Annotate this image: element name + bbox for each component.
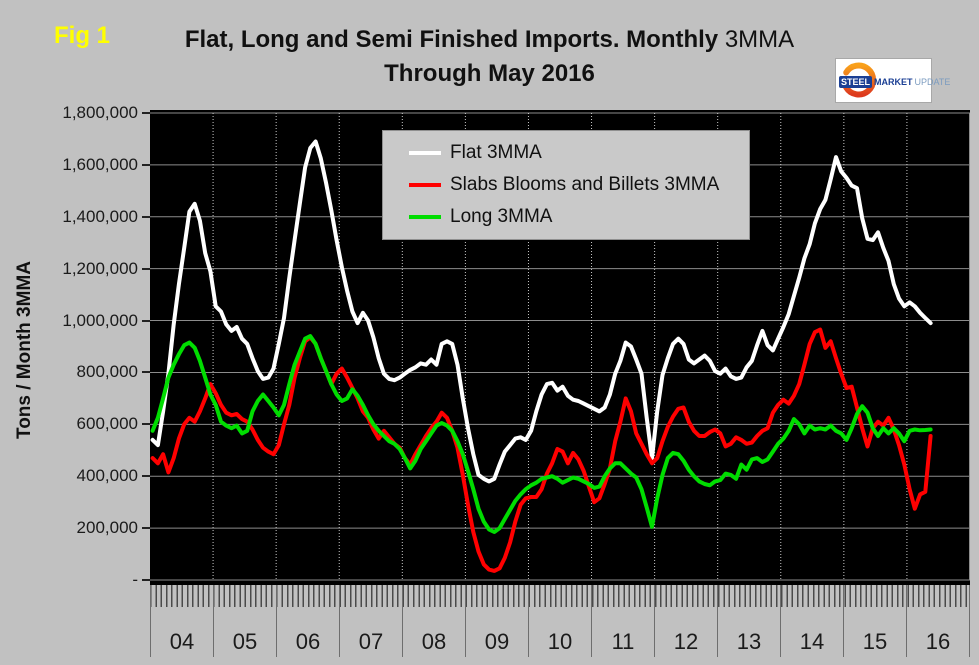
year-cell-05: 05: [213, 585, 276, 657]
series-line-slabs-blooms-and-billets-3mma: [150, 327, 933, 573]
y-tick-label: 400,000: [76, 466, 138, 486]
year-cell-08: 08: [402, 585, 465, 657]
series-line-flat-3mma: [150, 139, 933, 484]
y-tick-mark: [142, 163, 150, 166]
year-cell-12: 12: [654, 585, 717, 657]
year-label: 11: [611, 629, 635, 654]
x-axis-month-ticks: [150, 585, 970, 607]
year-label: 10: [547, 629, 573, 654]
y-axis-tick-labels: 1,800,000 1,600,000 1,400,000 1,200,000 1,00…: [0, 0, 138, 665]
logo-steel-text: STEEL: [839, 75, 873, 88]
legend-swatch-icon: [409, 151, 441, 155]
y-tick-mark: [142, 112, 150, 114]
y-tick-mark: [142, 579, 150, 581]
y-tick-mark: [142, 475, 150, 478]
year-cell-13: 13: [717, 585, 780, 657]
year-label: 07: [358, 629, 384, 654]
y-tick-mark: [142, 371, 150, 374]
year-cell-16: 16: [906, 585, 969, 657]
legend-label: Long 3MMA: [450, 206, 553, 227]
y-tick-label: -: [132, 570, 138, 589]
year-cell-07: 07: [339, 585, 402, 657]
year-cell-09: 09: [465, 585, 528, 657]
year-label: 12: [673, 629, 699, 654]
logo-update-text: UPDATE: [914, 76, 951, 87]
series-line-long-3mma: [150, 334, 933, 534]
year-label: 09: [484, 629, 510, 654]
logo-market-text: MARKET: [874, 76, 913, 87]
year-cell-04: 04: [150, 585, 213, 657]
y-tick-label: 600,000: [76, 414, 138, 434]
chart-title-suffix: 3MMA: [718, 26, 795, 53]
legend: Flat 3MMA Slabs Blooms and Billets 3MMA Lo…: [382, 130, 750, 240]
chart-title-main: Flat, Long and Semi Finished Imports. Mo…: [184, 26, 719, 53]
chart-title: Flat, Long and Semi Finished Imports. Mo…: [0, 26, 979, 54]
y-tick-label: 1,600,000: [62, 154, 138, 174]
y-tick-mark: [142, 423, 150, 426]
y-tick-label: 1,400,000: [62, 206, 138, 226]
x-axis-year-labels: 04 05 06 07 08 09 10 11 12 13 14 15 16: [150, 585, 970, 657]
legend-entry: Long 3MMA: [409, 206, 749, 228]
year-label: 05: [232, 629, 258, 654]
y-tick-label: 1,800,000: [62, 103, 138, 122]
year-cell-11: 11: [591, 585, 654, 657]
y-tick-label: 800,000: [76, 362, 138, 382]
year-cell-06: 06: [276, 585, 339, 657]
year-label: 14: [799, 629, 825, 654]
year-label: 15: [862, 629, 888, 654]
year-label: 16: [925, 629, 951, 654]
y-tick-label: 200,000: [76, 518, 138, 538]
y-tick-mark: [142, 267, 150, 270]
y-tick-label: 1,200,000: [62, 258, 138, 278]
legend-entry: Slabs Blooms and Billets 3MMA: [409, 174, 749, 196]
year-cell-10: 10: [528, 585, 591, 657]
legend-entry: Flat 3MMA: [409, 142, 749, 164]
steel-market-update-logo: STEEL MARKET UPDATE: [835, 58, 950, 103]
year-cell-14: 14: [780, 585, 843, 657]
legend-swatch-icon: [409, 215, 441, 219]
logo-arc-icon: [843, 62, 877, 98]
legend-swatch-icon: [409, 183, 441, 187]
legend-label: Flat 3MMA: [450, 142, 542, 163]
year-label: 06: [295, 629, 321, 654]
year-label: 08: [421, 629, 447, 654]
year-label: 04: [169, 629, 195, 654]
y-tick-mark: [142, 319, 150, 322]
figure-label: Fig 1: [54, 22, 111, 49]
y-tick-mark: [142, 215, 150, 218]
y-tick-label: 1,000,000: [62, 310, 138, 330]
year-cell-15: 15: [843, 585, 906, 657]
chart-subtitle: Through May 2016: [384, 60, 595, 87]
legend-label: Slabs Blooms and Billets 3MMA: [450, 174, 720, 195]
y-tick-mark: [142, 527, 150, 530]
year-label: 13: [736, 629, 762, 654]
